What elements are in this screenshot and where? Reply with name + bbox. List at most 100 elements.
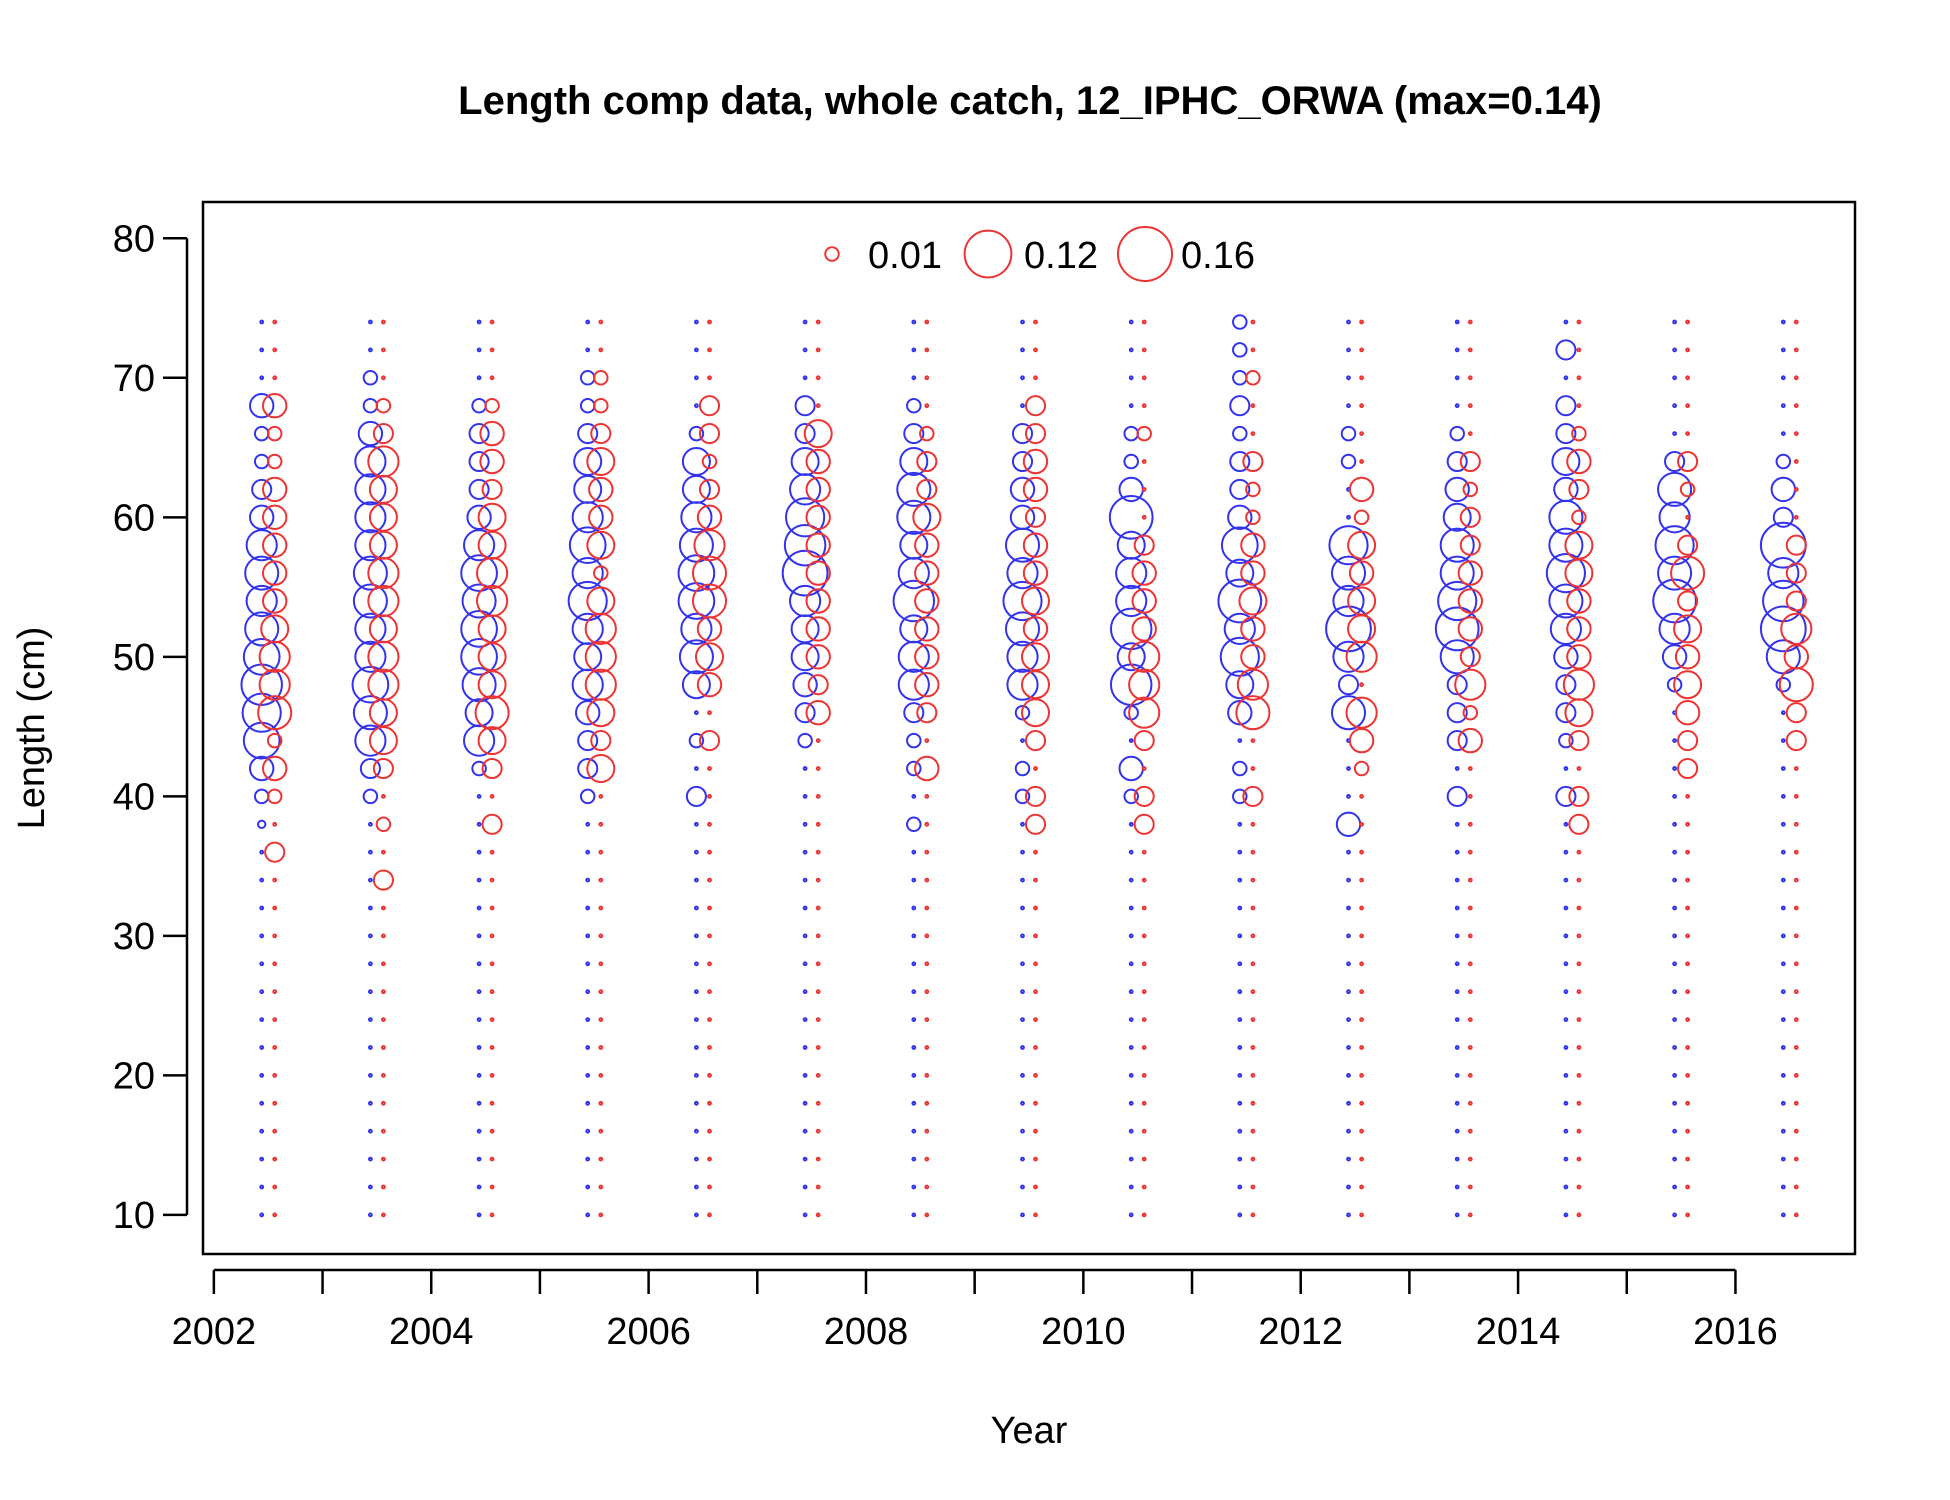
- observed-point: [790, 642, 820, 672]
- observed-point: [259, 1017, 265, 1022]
- observed-point: [1555, 339, 1577, 361]
- observed-point: [906, 732, 922, 749]
- expected-point: [262, 588, 288, 614]
- expected-point: [1141, 487, 1147, 492]
- expected-point: [1571, 425, 1587, 442]
- observed-point: [1232, 425, 1248, 442]
- observed-point: [1346, 1045, 1351, 1050]
- expected-point: [1677, 730, 1699, 752]
- expected-point: [381, 1017, 386, 1022]
- expected-point: [914, 755, 940, 782]
- observed-point: [259, 1073, 265, 1078]
- expected-point: [1359, 961, 1364, 967]
- observed-point: [466, 504, 492, 530]
- observed-point: [1780, 431, 1786, 437]
- observed-point: [368, 1212, 373, 1218]
- expected-point: [272, 1073, 278, 1078]
- observed-point: [354, 529, 387, 562]
- observed-point: [1328, 525, 1369, 566]
- observed-point: [1128, 1156, 1134, 1162]
- expected-point: [1131, 588, 1157, 614]
- expected-point: [803, 419, 833, 449]
- expected-point: [479, 448, 505, 475]
- observed-point: [368, 877, 373, 883]
- observed-point: [1664, 450, 1686, 473]
- observed-point: [368, 1184, 373, 1190]
- observed-point: [1672, 905, 1677, 911]
- expected-point: [805, 504, 831, 530]
- observed-point: [1780, 1100, 1786, 1106]
- observed-point: [585, 877, 591, 883]
- expected-point: [1685, 1128, 1690, 1134]
- expected-point: [1467, 821, 1473, 827]
- expected-point: [1793, 1128, 1799, 1134]
- expected-point: [477, 726, 507, 756]
- expected-point: [1793, 1073, 1799, 1078]
- observed-point: [1002, 580, 1043, 622]
- expected-point: [381, 794, 386, 799]
- observed-point: [1020, 1073, 1025, 1078]
- observed-point: [579, 397, 596, 414]
- expected-point: [598, 933, 604, 939]
- expected-point: [1359, 1073, 1364, 1078]
- observed-point: [1780, 319, 1786, 325]
- observed-point: [568, 526, 607, 565]
- observed-point: [585, 933, 591, 939]
- expected-point: [707, 1100, 712, 1106]
- observed-point: [1332, 640, 1365, 673]
- expected-point: [1459, 534, 1481, 556]
- observed-point: [468, 478, 490, 500]
- expected-point: [1250, 738, 1256, 743]
- observed-point: [892, 579, 936, 623]
- expected-point: [1576, 1045, 1582, 1050]
- expected-point: [1576, 933, 1582, 939]
- expected-point: [489, 375, 495, 381]
- observed-point: [899, 614, 929, 644]
- observed-point: [1548, 527, 1584, 563]
- observed-point: [802, 905, 808, 911]
- observed-point: [1346, 1100, 1351, 1106]
- expected-point: [1250, 877, 1256, 883]
- expected-point: [698, 730, 721, 752]
- axes: 2002 2004 2006 2008 2010 2012 2014 2016 10 20 30 40…: [113, 218, 1778, 1353]
- expected-point: [381, 961, 386, 967]
- observed-point: [1545, 553, 1586, 594]
- expected-point: [1250, 1212, 1256, 1218]
- expected-point: [815, 794, 821, 799]
- expected-point: [815, 989, 821, 995]
- expected-point: [1033, 1073, 1038, 1078]
- observed-point: [579, 370, 596, 386]
- expected-point: [1359, 403, 1364, 409]
- observed-point: [903, 702, 925, 724]
- expected-point: [1033, 1017, 1038, 1022]
- expected-point: [1250, 1128, 1256, 1134]
- observed-point: [1780, 794, 1786, 799]
- expected-point: [1673, 614, 1703, 644]
- expected-point: [266, 732, 283, 749]
- observed-point: [476, 877, 482, 883]
- observed-point: [368, 347, 373, 353]
- observed-point: [1020, 933, 1025, 939]
- observed-point: [1454, 766, 1460, 771]
- observed-point: [1563, 961, 1569, 967]
- observed-point: [1128, 1212, 1134, 1218]
- observed-point: [1237, 1100, 1243, 1106]
- observed-point: [911, 319, 917, 325]
- observed-point: [354, 640, 387, 673]
- expected-point: [1793, 487, 1799, 492]
- expected-point: [258, 640, 291, 673]
- observed-point: [1229, 395, 1251, 417]
- expected-point: [1793, 1156, 1799, 1162]
- observed-point: [476, 794, 482, 799]
- observed-point: [1563, 905, 1569, 911]
- expected-point: [1785, 730, 1807, 752]
- observed-point: [802, 319, 808, 325]
- expected-point: [1785, 590, 1807, 612]
- observed-point: [585, 989, 591, 995]
- observed-point: [1346, 961, 1351, 967]
- expected-point: [815, 961, 821, 967]
- observed-point: [1563, 1184, 1569, 1190]
- expected-point: [598, 1184, 604, 1190]
- expected-point: [586, 754, 616, 783]
- observed-point: [1780, 849, 1786, 855]
